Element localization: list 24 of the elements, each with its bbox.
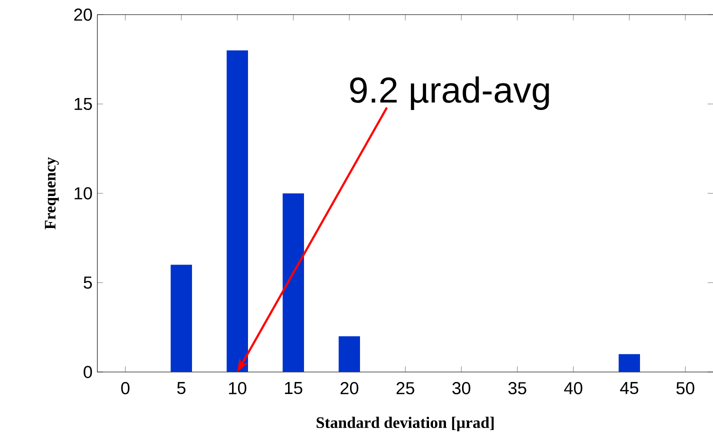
annotation: 9.2 µrad-avg <box>350 76 549 110</box>
x-tick-label: 45 <box>620 382 638 394</box>
x-tick-label: 15 <box>285 382 302 394</box>
x-tick-label: 20 <box>340 382 358 394</box>
bar <box>338 336 360 372</box>
y-tick-label: 5 <box>84 276 92 289</box>
x-tick-label: 0 <box>121 382 130 394</box>
x-tick-label: 5 <box>177 382 186 394</box>
y-axis-title: Frequency <box>44 157 59 230</box>
bar <box>226 50 248 372</box>
y-tick-label: 20 <box>74 8 92 21</box>
x-tick-label: 40 <box>564 382 582 394</box>
bar <box>170 264 192 372</box>
y-tick-label: 15 <box>74 98 92 110</box>
x-tick-label: 50 <box>676 382 694 394</box>
x-tick-label: 10 <box>229 382 246 394</box>
y-tick-label: 0 <box>84 366 92 378</box>
bar <box>282 193 304 372</box>
x-tick-label: 25 <box>396 382 414 394</box>
x-tick-label: 30 <box>452 382 470 394</box>
x-tick-label: 35 <box>508 382 526 394</box>
bar <box>618 354 640 372</box>
x-axis-title: Standard deviation [µrad] <box>316 416 494 432</box>
y-tick-label: 10 <box>74 187 92 200</box>
